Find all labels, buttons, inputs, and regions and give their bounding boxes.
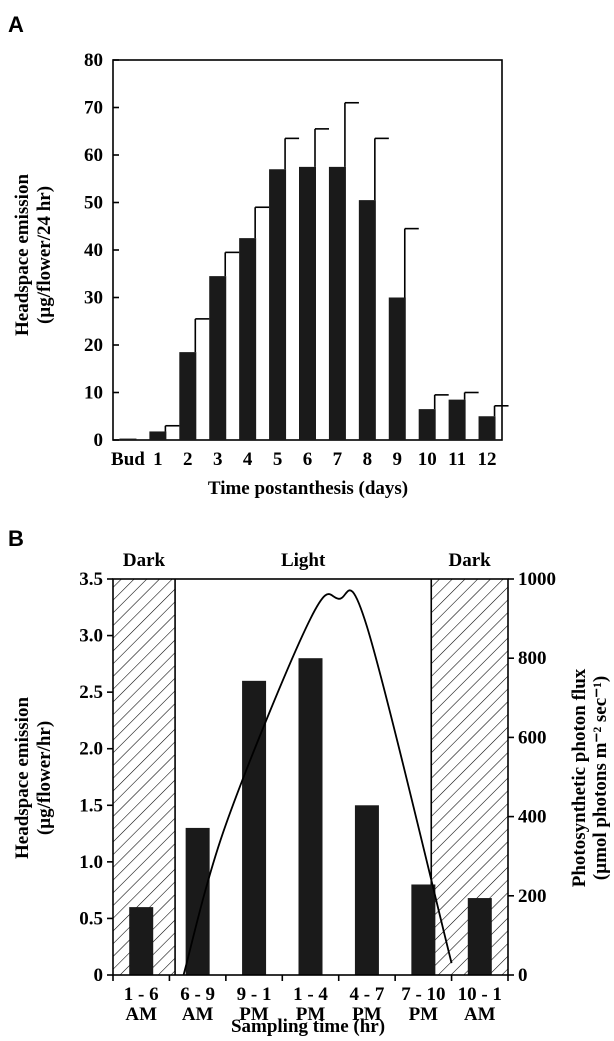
chart-a-xtick-label: 12	[478, 449, 497, 470]
chart-a-bar	[179, 352, 197, 440]
chart-a-xtick-label: 8	[363, 449, 373, 470]
chart-b-ytick-label: 3.5	[79, 569, 103, 590]
chart-b-y2tick-label: 800	[518, 648, 547, 669]
chart-a-bar	[448, 399, 466, 440]
chart-a-bar	[209, 276, 227, 440]
chart-b-ytick-label: 2.5	[79, 682, 103, 703]
chart-b-xtick-label: 6 - 9	[180, 984, 215, 1005]
chart-b-xtick-label: 7 - 10	[401, 984, 445, 1005]
chart-b-ylabel-line1: Headspace emission	[12, 697, 33, 859]
chart-b-ytick-label: 0.5	[79, 908, 103, 929]
chart-a-bar	[328, 166, 346, 440]
chart-a-ytick-label: 20	[84, 335, 103, 356]
chart-b-ytick-label: 1.0	[79, 852, 103, 873]
chart-b-xtick-label: 1 - 6	[124, 984, 159, 1005]
chart-b-ylabel-line2: (µg/flower/hr)	[34, 721, 55, 835]
chart-a-xtick-label: 7	[333, 449, 343, 470]
chart-b-bar	[242, 680, 267, 975]
chart-b-xtick-label: AM	[182, 1004, 214, 1025]
chart-b-bar	[354, 805, 379, 975]
chart-b-y2tick-label: 400	[518, 807, 547, 828]
chart-a-bar	[388, 297, 406, 440]
chart-b-xlabel: Sampling time (hr)	[231, 1016, 385, 1037]
panel-a-letter: A	[8, 12, 24, 37]
chart-b-xtick-label: PM	[409, 1004, 439, 1025]
chart-a-xtick-label: 2	[183, 449, 193, 470]
chart-a-bar	[239, 238, 257, 440]
chart-a-xtick-label: 5	[273, 449, 283, 470]
chart-b-bar	[298, 658, 323, 975]
chart-b-y2tick-label: 0	[518, 965, 528, 986]
chart-b-photon-flux-line	[182, 589, 453, 976]
chart-b-xtick-label: 4 - 7	[350, 984, 385, 1005]
chart-a-ylabel-line2: (µg/flower/24 hr)	[34, 186, 55, 324]
chart-b-bar	[467, 898, 492, 975]
chart-a-bar	[269, 169, 287, 440]
chart-b-y2tick-label: 1000	[518, 569, 556, 590]
chart-a-bar	[418, 409, 436, 440]
chart-b-xtick-label: 1 - 4	[293, 984, 328, 1005]
chart-b-xtick-label: AM	[125, 1004, 157, 1025]
chart-b-y2label-line1: Photosynthetic photon flux	[569, 668, 590, 887]
chart-b-xtick-label: PM	[239, 1004, 269, 1025]
chart-a-xtick-label: 4	[243, 449, 253, 470]
chart-a-xtick-label: 9	[393, 449, 403, 470]
chart-b-y2tick-label: 200	[518, 886, 547, 907]
chart-a-ytick-label: 10	[84, 383, 103, 404]
chart-a-bar	[119, 438, 137, 440]
chart-a-xtick-label: 6	[303, 449, 313, 470]
chart-b-xtick-label: PM	[352, 1004, 382, 1025]
chart-a-xtick-label: 1	[153, 449, 163, 470]
chart-a-bar	[299, 166, 316, 440]
chart-b-ytick-label: 1.5	[79, 795, 103, 816]
chart-b-ytick-label: 0	[94, 965, 104, 986]
chart-b-xtick-label: 9 - 1	[237, 984, 272, 1005]
chart-a-ytick-label: 40	[84, 240, 103, 261]
chart-b-xtick-label: PM	[296, 1004, 326, 1025]
chart-a-xlabel: Time postanthesis (days)	[208, 478, 408, 499]
chart-a-xtick-label: Bud	[111, 449, 145, 470]
chart-b-region-label: Light	[281, 550, 326, 571]
chart-b-xtick-label: 10 - 1	[458, 984, 502, 1005]
chart-a-bar	[478, 416, 496, 440]
chart-a-ytick-label: 30	[84, 288, 103, 309]
chart-a-bar	[358, 200, 376, 440]
chart-a-ytick-label: 50	[84, 193, 103, 214]
chart-a-ytick-label: 70	[84, 98, 103, 119]
chart-b-region-label: Dark	[123, 550, 166, 571]
chart-b-ytick-label: 2.0	[79, 739, 103, 760]
chart-b-region-label: Dark	[449, 550, 492, 571]
chart-b-bar	[411, 884, 436, 975]
chart-b-y2tick-label: 600	[518, 727, 547, 748]
chart-b-plot-frame	[112, 578, 509, 976]
chart-a-xtick-label: 11	[448, 449, 466, 470]
chart-b-ytick-label: 3.0	[79, 626, 103, 647]
chart-b-y2label-line2: (µmol photons m⁻² sec⁻¹)	[590, 676, 611, 880]
chart-a-ytick-label: 80	[84, 50, 103, 71]
chart-b-xtick-label: AM	[464, 1004, 496, 1025]
chart-a-xtick-label: 3	[213, 449, 223, 470]
chart-a-ylabel-line1: Headspace emission	[12, 174, 33, 336]
chart-a-bar	[149, 431, 167, 440]
panel-b-letter: B	[8, 526, 24, 551]
chart-a-xtick-label: 10	[418, 449, 437, 470]
chart-a-ytick-label: 0	[94, 430, 104, 451]
chart-a-ytick-label: 60	[84, 145, 103, 166]
chart-b-bar	[129, 907, 154, 975]
